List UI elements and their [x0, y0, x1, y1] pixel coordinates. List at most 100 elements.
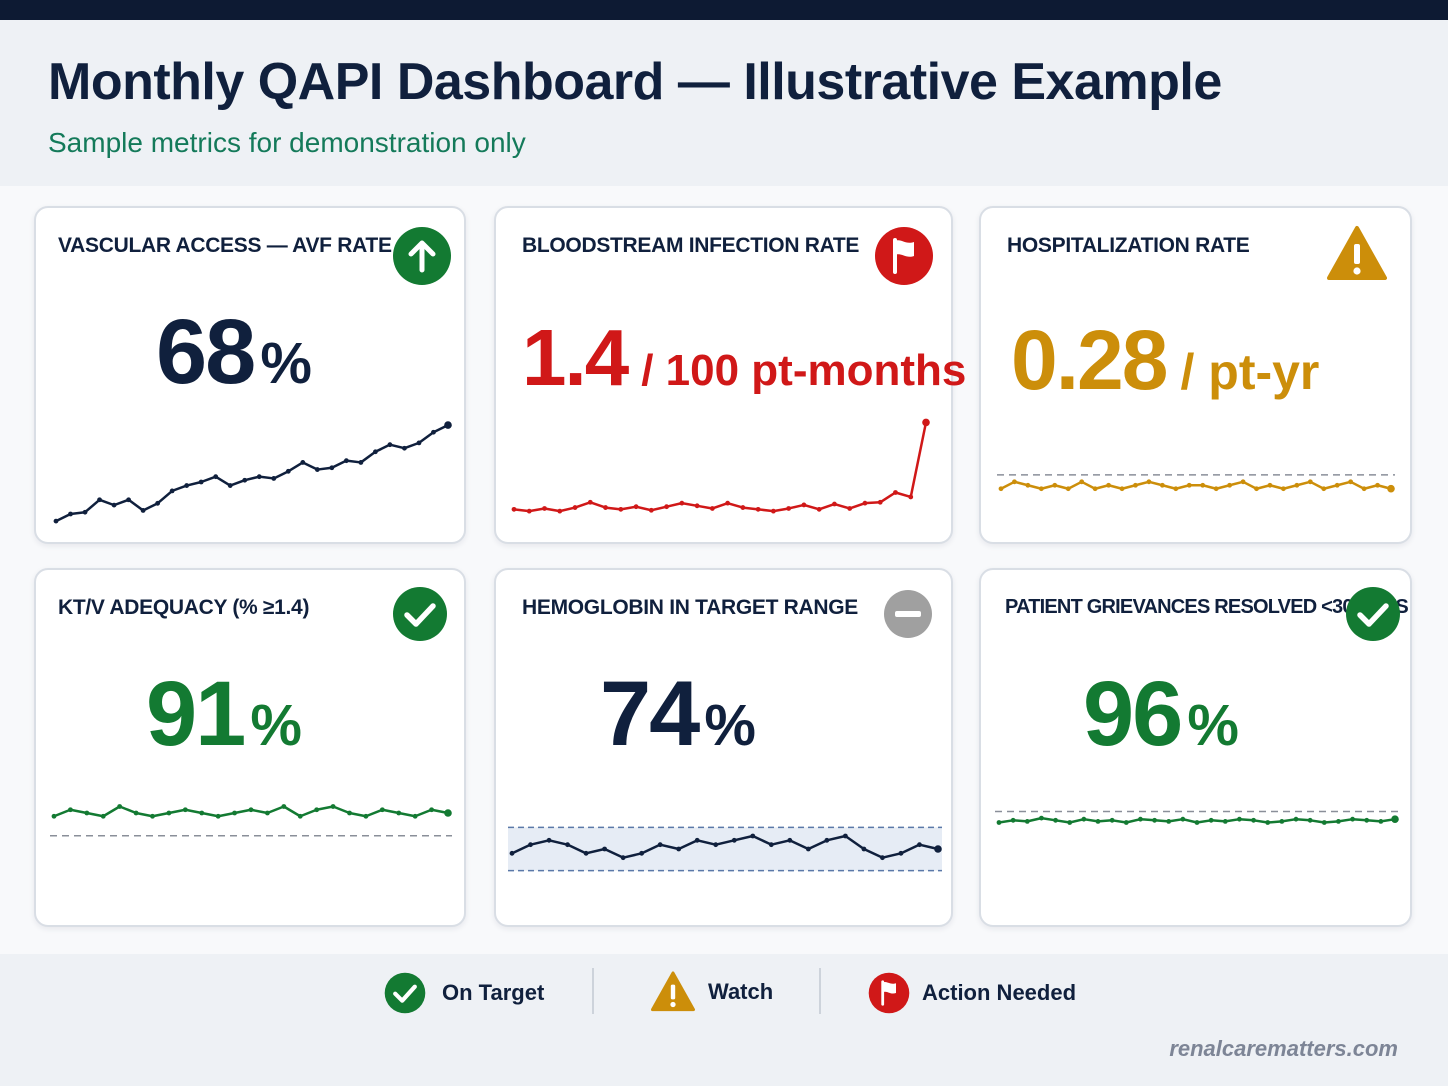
trend-point — [431, 429, 436, 435]
trend-point — [1321, 486, 1327, 492]
trend-point — [602, 846, 608, 852]
trend-point — [1307, 817, 1313, 823]
header: Monthly QAPI Dashboard — Illustrative Ex… — [0, 20, 1448, 186]
card-hospitalization[interactable]: HOSPITALIZATION RATE 0.28/ pt-yr — [979, 206, 1412, 544]
minus-icon — [884, 590, 932, 638]
checkmark-icon — [384, 972, 426, 1014]
trend-point — [281, 804, 287, 809]
trend-point — [100, 813, 106, 819]
trend-point — [771, 508, 776, 514]
metric-number: 68 — [156, 301, 256, 403]
trend-point — [412, 813, 418, 819]
trend-point — [664, 504, 669, 510]
trend-point — [847, 506, 853, 511]
trend-point — [379, 807, 385, 813]
trend-point — [1254, 486, 1259, 492]
trend-point — [248, 807, 254, 813]
trend-point — [1361, 486, 1367, 492]
trend-point — [862, 500, 868, 506]
trend-point — [934, 845, 942, 853]
trend-point — [343, 458, 349, 464]
trend-point — [133, 810, 139, 816]
trend-point — [587, 499, 593, 505]
trend-point — [1279, 819, 1285, 824]
trend-point — [314, 467, 320, 472]
trend-point — [330, 804, 336, 809]
trend-point — [1138, 816, 1143, 822]
legend-divider — [819, 968, 821, 1014]
metric-value: 68% — [156, 300, 312, 405]
top-accent-bar — [0, 0, 1448, 20]
trend-point — [271, 476, 277, 481]
trend-point — [565, 842, 570, 848]
trend-point — [215, 813, 221, 819]
trend-point — [329, 465, 335, 471]
trend-point — [1267, 482, 1273, 488]
trend-point — [1240, 479, 1246, 485]
metric-unit: / pt-yr — [1180, 344, 1320, 400]
checkmark-icon — [1346, 587, 1400, 641]
trend-point — [363, 813, 369, 819]
trend-point — [713, 842, 719, 848]
trend-point — [786, 506, 792, 511]
trend-point — [557, 508, 563, 514]
trend-sparkline — [53, 421, 452, 524]
trend-point — [1133, 482, 1138, 488]
trend-point — [1039, 815, 1044, 821]
trend-point — [1364, 817, 1370, 823]
metric-unit: % — [250, 693, 302, 758]
trend-point — [1222, 819, 1228, 824]
trend-point — [1194, 820, 1200, 825]
trend-point — [768, 842, 774, 848]
trend-point — [709, 506, 715, 511]
trend-point — [1065, 486, 1071, 492]
trend-point — [1152, 817, 1157, 823]
trend-point — [297, 813, 303, 819]
metric-number: 0.28 — [1011, 313, 1168, 407]
trend-point — [620, 855, 626, 861]
trend-point — [1092, 486, 1098, 492]
trend-point — [801, 502, 807, 508]
metric-value: 96% — [1083, 662, 1239, 767]
flag-icon — [875, 227, 933, 285]
card-hemoglobin[interactable]: HEMOGLOBIN IN TARGET RANGE 74% — [494, 568, 953, 927]
trend-point — [725, 500, 731, 506]
trend-point — [1038, 486, 1044, 492]
legend-label: Action Needed — [922, 980, 1077, 1005]
trend-point — [429, 807, 434, 813]
trend-point — [1307, 479, 1313, 485]
trend-point — [265, 810, 270, 816]
trend-point — [893, 490, 898, 495]
trend-point — [740, 505, 746, 510]
metric-number: 91 — [146, 663, 246, 765]
trend-point — [511, 506, 517, 512]
checkmark-icon — [393, 587, 447, 641]
page-title: Monthly QAPI Dashboard — Illustrative Ex… — [48, 53, 1222, 111]
trend-sparkline — [997, 474, 1395, 493]
metric-value: 0.28/ pt-yr — [1011, 312, 1319, 409]
flag-icon — [868, 972, 910, 1014]
trend-point — [1067, 820, 1073, 825]
trend-point — [755, 506, 761, 512]
trend-point — [1123, 820, 1129, 825]
trend-point — [542, 506, 547, 511]
trend-point — [387, 442, 393, 448]
card-vascular-access[interactable]: VASCULAR ACCESS — AVF RATE 68% — [34, 206, 466, 544]
trend-point — [300, 460, 306, 465]
legend-on-target: On Target — [384, 972, 544, 1014]
card-patient-grievances[interactable]: PATIENT GRIEVANCES RESOLVED <30 DAYS 96% — [979, 568, 1412, 927]
trend-line — [55, 423, 449, 523]
trend-point — [1200, 482, 1206, 488]
trend-point — [150, 813, 155, 819]
trend-sparkline — [511, 418, 930, 514]
trend-point — [618, 506, 624, 512]
trend-point — [750, 833, 756, 839]
card-ktv-adequacy[interactable]: KT/V ADEQUACY (% ≥1.4) 91% — [34, 568, 466, 927]
trend-point — [1336, 819, 1341, 824]
trend-line — [511, 834, 939, 859]
trend-point — [347, 810, 352, 816]
card-bloodstream-infection[interactable]: BLOODSTREAM INFECTION RATE 1.4/ 100 pt-m… — [494, 206, 966, 544]
trend-point — [1348, 479, 1354, 485]
card-title: BLOODSTREAM INFECTION RATE — [522, 234, 860, 257]
metric-value: 74% — [600, 662, 756, 767]
